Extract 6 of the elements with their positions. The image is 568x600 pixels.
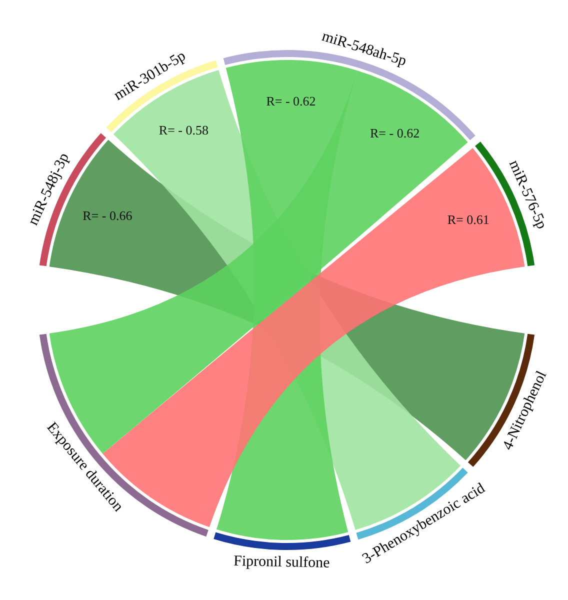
data-label: R= - 0.62: [370, 125, 420, 140]
data-label: R= - 0.58: [158, 122, 209, 138]
data-label: R= - 0.66: [82, 208, 133, 223]
series-label: Fipronil sulfone: [233, 553, 330, 572]
data-label: R= 0.61: [447, 212, 490, 227]
data-label: R= - 0.62: [266, 93, 316, 108]
